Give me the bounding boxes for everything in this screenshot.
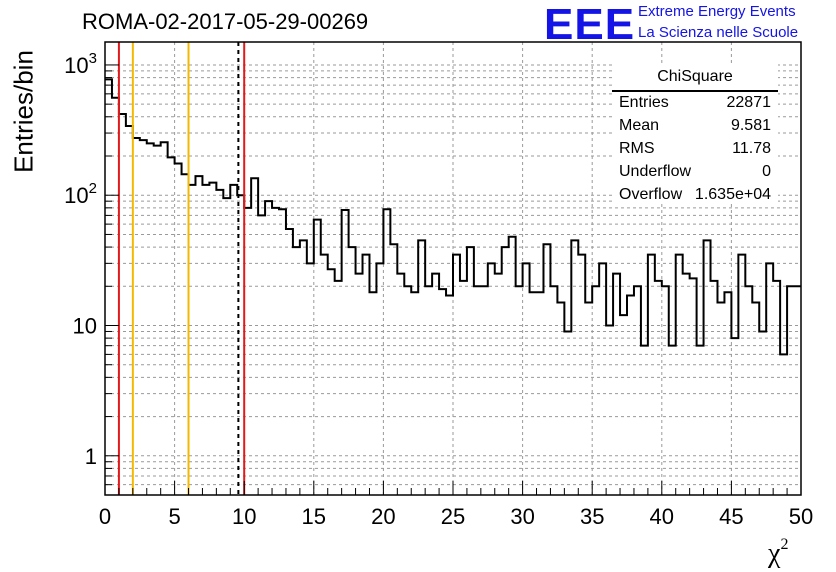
histogram-bins <box>105 78 801 356</box>
stats-divider <box>612 90 778 92</box>
x-tick-label: 5 <box>168 504 180 529</box>
x-axis-label-sup: 2 <box>780 536 789 553</box>
logo-caption-1: Extreme Energy Events <box>638 3 796 20</box>
x-axis-label-base: χ <box>768 538 781 569</box>
stats-key: Underflow <box>619 163 692 180</box>
stats-value: 11.78 <box>732 140 771 157</box>
x-tick-label: 40 <box>650 504 674 529</box>
logo-caption-2: La Scienza nelle Scuole <box>638 24 799 41</box>
y-tick-label: 103 <box>64 50 97 78</box>
x-tick-label: 20 <box>371 504 395 529</box>
stats-value: 9.581 <box>730 117 771 134</box>
x-tick-label: 35 <box>580 504 604 529</box>
y-axis-ticks: 1 10 102 103 <box>64 50 119 496</box>
x-axis-label: χ2 <box>768 536 789 570</box>
chart-title: ROMA-02-2017-05-29-00269 <box>82 9 369 34</box>
stats-value: 22871 <box>726 94 772 111</box>
x-axis-ticks: 0 5 10 15 20 25 30 35 40 45 50 <box>99 481 813 529</box>
stats-key: Mean <box>619 117 660 134</box>
eee-logo: EEE <box>544 0 636 49</box>
y-tick-label: 1 <box>85 444 97 469</box>
stats-key: Overflow <box>619 186 683 203</box>
x-tick-label: 10 <box>232 504 256 529</box>
grid-lines <box>105 42 801 495</box>
y-tick-label: 10 <box>73 314 97 339</box>
x-tick-label: 0 <box>99 504 111 529</box>
x-tick-label: 25 <box>441 504 465 529</box>
y-axis-label: Entries/bin <box>8 50 39 173</box>
stats-key: Entries <box>619 94 669 111</box>
y-tick-label: 102 <box>64 180 97 208</box>
stats-box: ChiSquare Entries 22871 Mean 9.581 RMS 11.7… <box>612 64 778 204</box>
x-tick-label: 50 <box>789 504 813 529</box>
x-tick-label: 15 <box>302 504 326 529</box>
histogram-outline <box>105 78 801 356</box>
stats-value: 0 <box>762 163 771 180</box>
stats-key: RMS <box>619 140 655 157</box>
reference-lines <box>117 42 246 495</box>
stats-title: ChiSquare <box>657 68 733 85</box>
x-tick-label: 30 <box>510 504 534 529</box>
x-tick-label: 45 <box>719 504 743 529</box>
stats-value: 1.635e+04 <box>694 186 771 203</box>
